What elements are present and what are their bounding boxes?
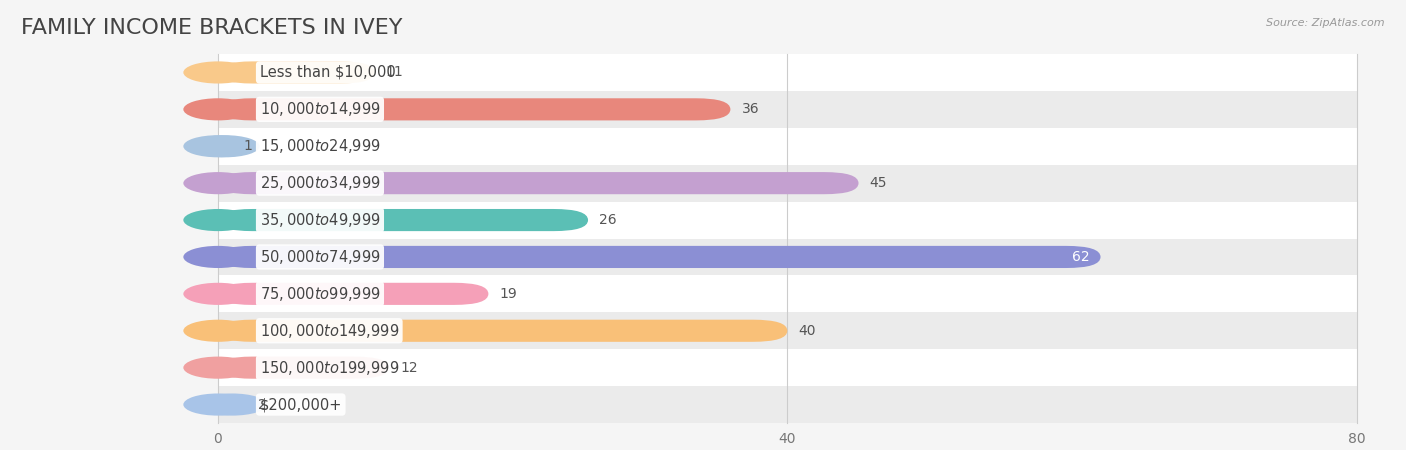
FancyBboxPatch shape (218, 312, 1357, 349)
Text: $200,000+: $200,000+ (260, 397, 342, 412)
Circle shape (183, 393, 253, 416)
Text: $100,000 to $149,999: $100,000 to $149,999 (260, 322, 399, 340)
FancyBboxPatch shape (218, 61, 374, 84)
Text: $150,000 to $199,999: $150,000 to $199,999 (260, 359, 399, 377)
FancyBboxPatch shape (218, 98, 731, 121)
Text: $75,000 to $99,999: $75,000 to $99,999 (260, 285, 381, 303)
Circle shape (183, 246, 253, 268)
FancyBboxPatch shape (218, 165, 1357, 202)
Circle shape (183, 135, 253, 158)
Text: 11: 11 (385, 65, 404, 80)
FancyBboxPatch shape (218, 202, 1357, 238)
Circle shape (183, 61, 253, 84)
FancyBboxPatch shape (218, 275, 1357, 312)
Circle shape (183, 98, 253, 121)
FancyBboxPatch shape (218, 54, 1357, 91)
Text: 62: 62 (1071, 250, 1090, 264)
FancyBboxPatch shape (218, 246, 1101, 268)
Text: 12: 12 (399, 360, 418, 375)
FancyBboxPatch shape (218, 386, 1357, 423)
Text: 45: 45 (870, 176, 887, 190)
Text: $50,000 to $74,999: $50,000 to $74,999 (260, 248, 381, 266)
FancyBboxPatch shape (218, 172, 859, 194)
FancyBboxPatch shape (218, 320, 787, 342)
Text: 1: 1 (243, 139, 252, 153)
Text: 40: 40 (779, 432, 796, 446)
Text: 40: 40 (799, 324, 815, 338)
Text: $15,000 to $24,999: $15,000 to $24,999 (260, 137, 381, 155)
Text: FAMILY INCOME BRACKETS IN IVEY: FAMILY INCOME BRACKETS IN IVEY (21, 18, 402, 38)
FancyBboxPatch shape (218, 128, 1357, 165)
Text: $35,000 to $49,999: $35,000 to $49,999 (260, 211, 381, 229)
Circle shape (183, 209, 253, 231)
Text: 2: 2 (257, 397, 266, 412)
Text: 36: 36 (742, 102, 759, 117)
Circle shape (190, 135, 260, 158)
FancyBboxPatch shape (218, 238, 1357, 275)
FancyBboxPatch shape (218, 209, 588, 231)
Text: $25,000 to $34,999: $25,000 to $34,999 (260, 174, 381, 192)
Circle shape (183, 283, 253, 305)
Circle shape (183, 356, 253, 379)
Circle shape (183, 320, 253, 342)
Circle shape (198, 393, 267, 416)
FancyBboxPatch shape (218, 349, 1357, 386)
Text: $10,000 to $14,999: $10,000 to $14,999 (260, 100, 381, 118)
FancyBboxPatch shape (218, 356, 388, 379)
Circle shape (183, 172, 253, 194)
Text: 0: 0 (214, 432, 222, 446)
Text: Less than $10,000: Less than $10,000 (260, 65, 395, 80)
FancyBboxPatch shape (218, 283, 488, 305)
Text: 19: 19 (499, 287, 517, 301)
Text: Source: ZipAtlas.com: Source: ZipAtlas.com (1267, 18, 1385, 28)
FancyBboxPatch shape (218, 91, 1357, 128)
Text: 26: 26 (599, 213, 617, 227)
Text: 80: 80 (1348, 432, 1365, 446)
